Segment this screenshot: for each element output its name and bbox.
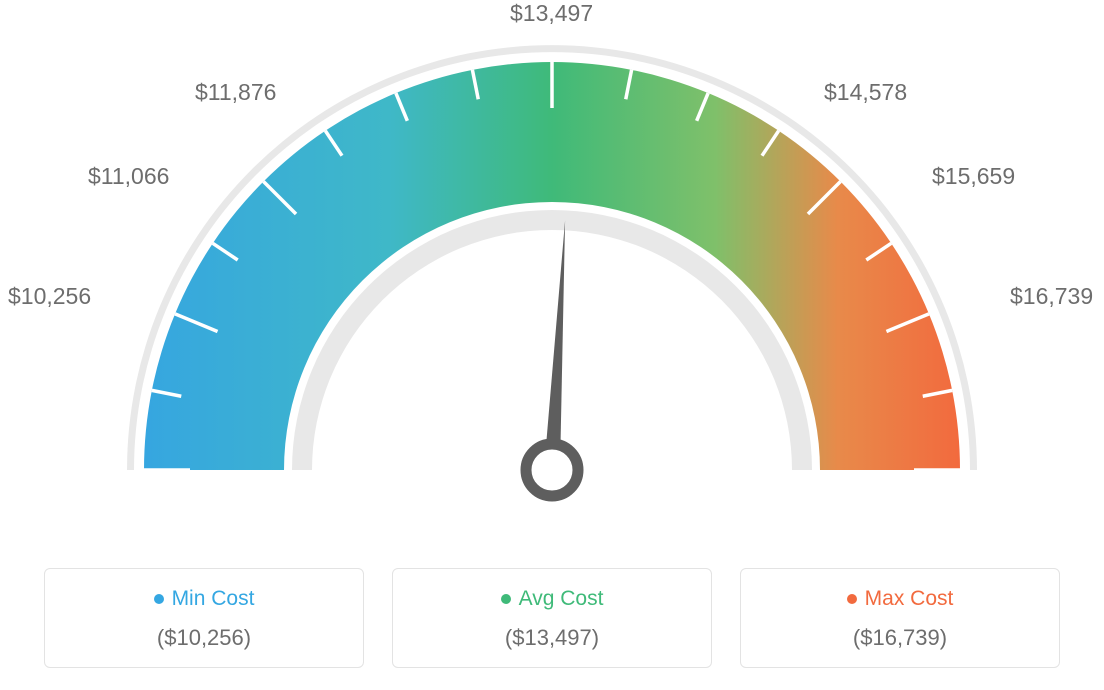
dot-icon [154,594,164,604]
gauge-chart: $10,256 $11,066 $11,876 $13,497 $14,578 $15,6… [0,0,1104,540]
legend-title-max: Max Cost [847,587,954,611]
legend-value-avg: ($13,497) [403,625,701,651]
legend-value-max: ($16,739) [751,625,1049,651]
legend-title-avg: Avg Cost [501,587,604,611]
legend-title-min: Min Cost [154,587,255,611]
gauge-tick-label: $16,739 [1010,283,1093,310]
dot-icon [847,594,857,604]
gauge-tick-label: $10,256 [8,283,91,310]
legend-card-max: Max Cost ($16,739) [740,568,1060,668]
legend-title-text: Max Cost [865,587,954,611]
gauge-tick-label: $13,497 [510,0,593,27]
gauge-tick-label: $11,876 [195,79,276,106]
legend-title-text: Avg Cost [519,587,604,611]
gauge-tick-label: $14,578 [824,79,907,106]
gauge-tick-label: $11,066 [88,163,169,190]
legend-value-min: ($10,256) [55,625,353,651]
legend-row: Min Cost ($10,256) Avg Cost ($13,497) Ma… [0,568,1104,668]
gauge-svg [0,0,1104,540]
legend-card-min: Min Cost ($10,256) [44,568,364,668]
gauge-tick-label: $15,659 [932,163,1015,190]
legend-card-avg: Avg Cost ($13,497) [392,568,712,668]
dot-icon [501,594,511,604]
legend-title-text: Min Cost [172,587,255,611]
